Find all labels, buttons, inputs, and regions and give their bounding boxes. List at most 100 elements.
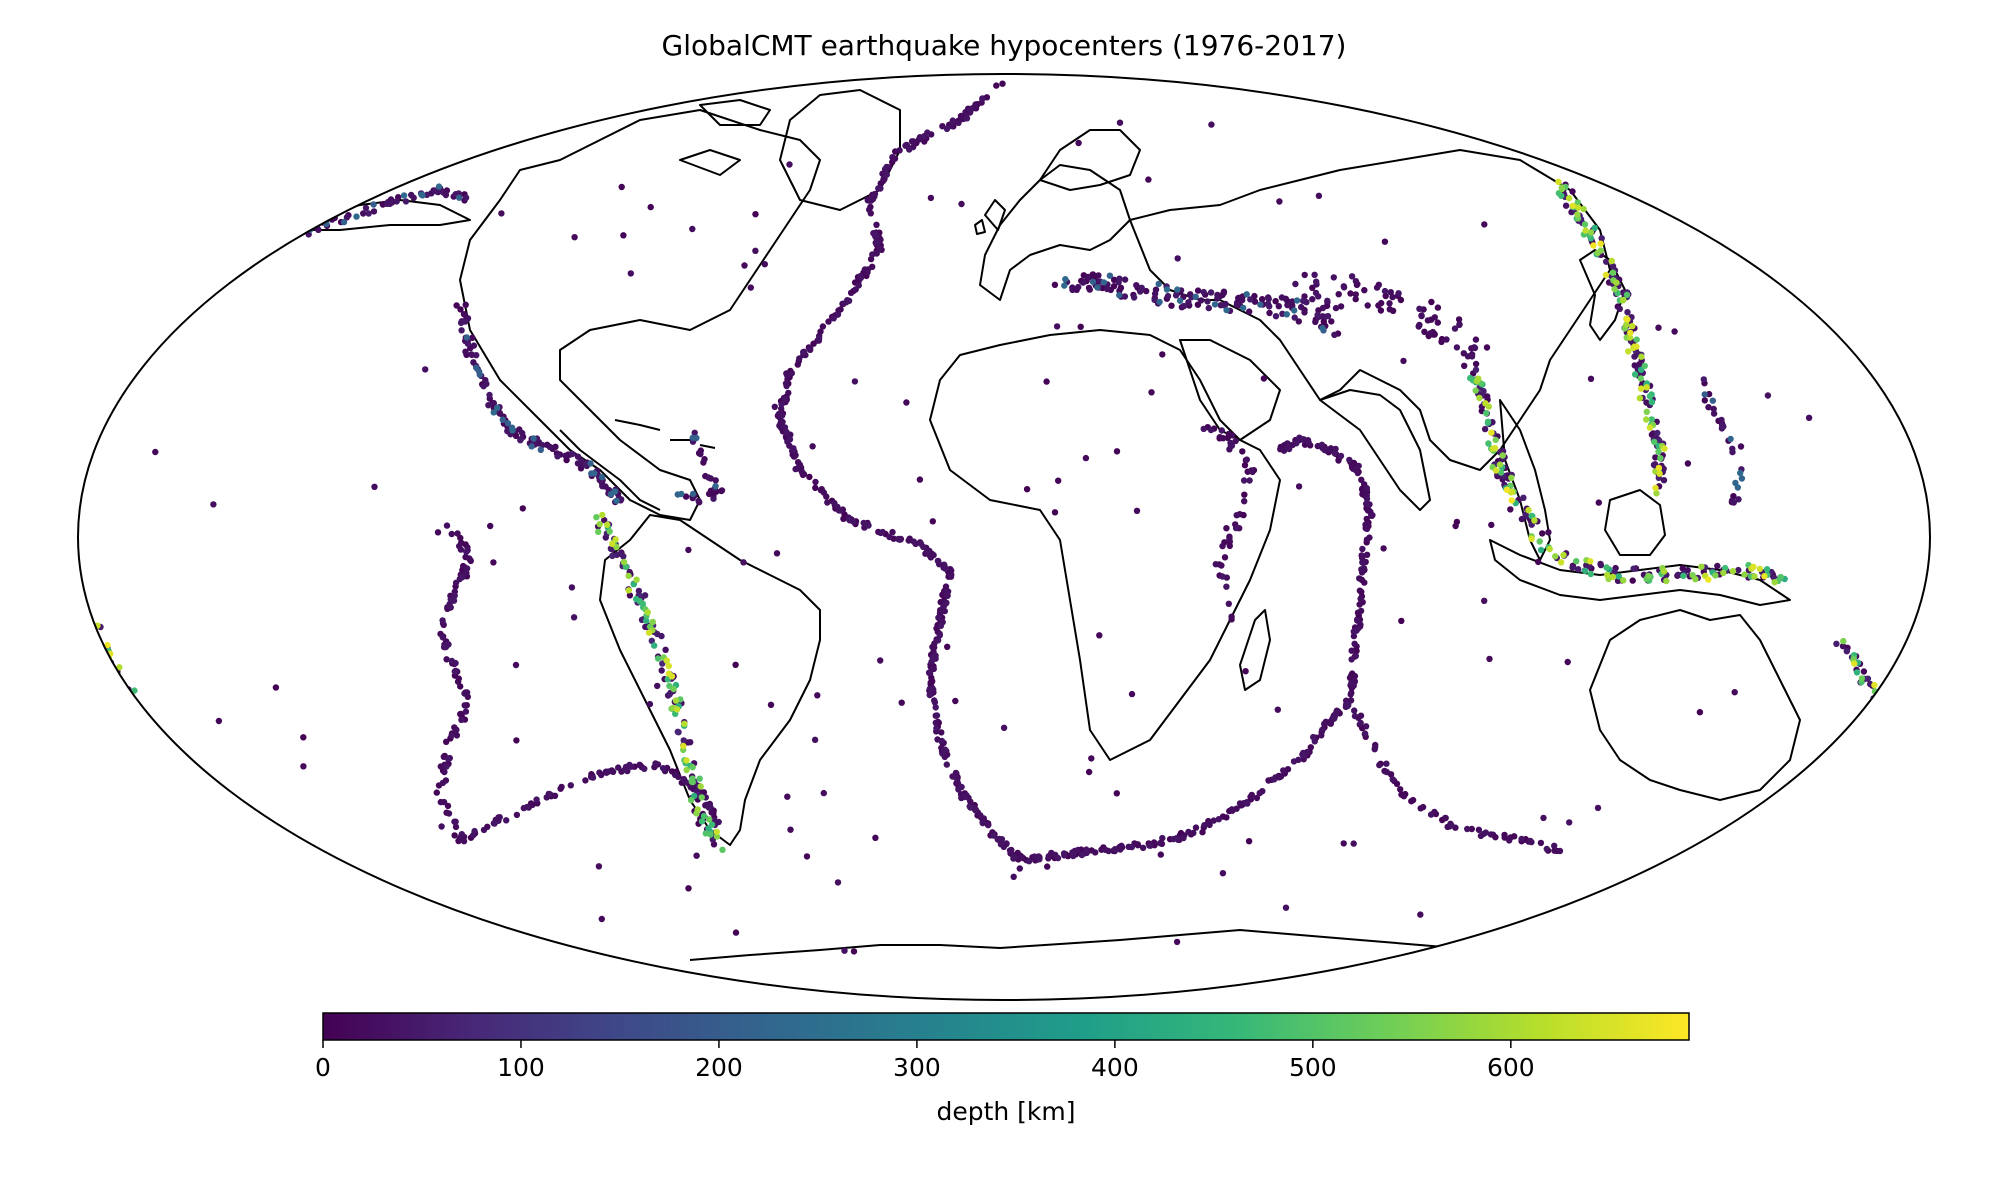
africa-coastline	[929, 329, 1281, 761]
hypocenter-dot	[1219, 573, 1226, 580]
hypocenter-dot	[1251, 298, 1259, 305]
hypocenter-dot	[454, 530, 461, 537]
hypocenter-dot	[1593, 912, 1601, 919]
hypocenter-dot	[562, 452, 569, 459]
hypocenter-dot	[932, 704, 939, 711]
hypocenter-dot	[1520, 494, 1527, 501]
hypocenter-dot	[537, 446, 544, 453]
hypocenter-dot	[1887, 760, 1894, 767]
hypocenter-dot	[620, 558, 628, 566]
hypocenter-dot	[462, 708, 470, 715]
hypocenter-dot	[1300, 752, 1308, 759]
hypocenter-dot	[767, 701, 775, 708]
hypocenter-dot	[1361, 579, 1368, 586]
hypocenter-dot	[578, 457, 585, 465]
hypocenter-dot	[1023, 486, 1031, 493]
hypocenter-dot	[687, 796, 695, 804]
hypocenter-dot	[1614, 905, 1622, 913]
hypocenter-dot	[1157, 839, 1164, 847]
hypocenter-dot	[648, 637, 655, 644]
hypocenter-dot	[1208, 121, 1215, 128]
hypocenter-dot	[786, 436, 794, 443]
hypocenter-dot	[695, 497, 702, 505]
hypocenter-dot	[1044, 863, 1051, 870]
hypocenter-dot	[1229, 432, 1236, 439]
hypocenter-dot	[1608, 257, 1615, 265]
hypocenter-dot	[1777, 848, 1784, 855]
hypocenter-dot	[1309, 296, 1316, 303]
hypocenter-dot	[834, 879, 842, 886]
hypocenter-dot	[1552, 931, 1559, 939]
hypocenter-dot	[889, 528, 896, 536]
hypocenter-dot	[652, 760, 659, 767]
hypocenter-dot	[1421, 328, 1428, 335]
hypocenter-dot	[1133, 507, 1141, 514]
hypocenter-dot	[1582, 227, 1589, 234]
colorbar-ticks: 0 100 200 300 400 500 600	[315, 1040, 1535, 1082]
hypocenter-dot	[937, 622, 945, 629]
hypocenter-dot	[1894, 718, 1901, 725]
hypocenter-dot	[1245, 838, 1253, 845]
hypocenter-dot	[1698, 563, 1705, 570]
hypocenter-dot	[446, 602, 453, 610]
hypocenter-dot	[1611, 568, 1618, 575]
hypocenter-dot	[1180, 834, 1187, 842]
hypocenter-dot	[487, 522, 494, 530]
hypocenter-dot	[606, 528, 613, 535]
hypocenter-dot	[1395, 290, 1402, 297]
hypocenter-dot	[1346, 674, 1354, 681]
hypocenter-dot	[1557, 559, 1565, 566]
hypocenter-dot	[1518, 835, 1525, 843]
hypocenter-dot	[620, 232, 627, 239]
hypocenter-dot	[1539, 947, 1546, 954]
hypocenter-dot	[1477, 832, 1485, 840]
hypocenter-dot	[741, 262, 748, 269]
hypocenter-dot	[1315, 293, 1322, 300]
hypocenter-dot	[1221, 554, 1229, 561]
hypocenter-dot	[1266, 309, 1273, 317]
hypocenter-dot	[1219, 870, 1227, 877]
hypocenter-dot	[1190, 829, 1197, 837]
hypocenter-dot	[864, 269, 871, 276]
hypocenter-dot	[1139, 844, 1147, 851]
hypocenter-dot	[496, 410, 504, 417]
hypocenter-dot	[872, 834, 879, 841]
hypocenter-dot	[806, 344, 814, 352]
hypocenter-dot	[176, 761, 183, 768]
hypocenter-dot	[1551, 842, 1558, 849]
hypocenter-dot	[1192, 824, 1200, 831]
hypocenter-dot	[794, 361, 801, 368]
hypocenter-dot	[498, 210, 505, 217]
hypocenter-dot	[705, 474, 712, 481]
hypocenter-dot	[1631, 353, 1638, 360]
hypocenter-dot	[440, 798, 448, 806]
hypocenter-dot	[898, 699, 905, 706]
hypocenter-dot	[463, 334, 470, 341]
hypocenter-dot	[881, 176, 888, 183]
hypocenter-dot	[1686, 884, 1694, 891]
hypocenter-dot	[942, 565, 949, 572]
hypocenter-dot	[659, 660, 666, 667]
hypocenter-dot	[1613, 279, 1620, 286]
hypocenter-dot	[1174, 286, 1181, 293]
hypocenter-dot	[687, 739, 694, 746]
hypocenter-dot	[1663, 890, 1670, 897]
hypocenter-dot	[1859, 787, 1867, 794]
hypocenter-dot	[1556, 847, 1564, 855]
hypocenter-dot	[865, 522, 872, 529]
hypocenter-dot	[1727, 868, 1735, 875]
hypocenter-dot	[1764, 855, 1771, 862]
hypocenter-dot	[1233, 301, 1241, 309]
hypocenter-dot	[1000, 724, 1008, 731]
hypocenter-dot	[972, 807, 979, 814]
hypocenter-dot	[1311, 271, 1318, 278]
hypocenter-dot	[571, 234, 578, 241]
hypocenter-dot	[1226, 535, 1233, 542]
hypocenter-dot	[999, 80, 1006, 87]
hypocenter-dot	[1089, 278, 1097, 285]
hypocenter-dot	[601, 516, 608, 524]
hypocenter-dot	[1185, 299, 1192, 306]
hypocenter-dot	[1318, 732, 1325, 739]
hypocenter-dot	[1174, 255, 1181, 262]
hypocenter-dot	[1434, 319, 1442, 326]
